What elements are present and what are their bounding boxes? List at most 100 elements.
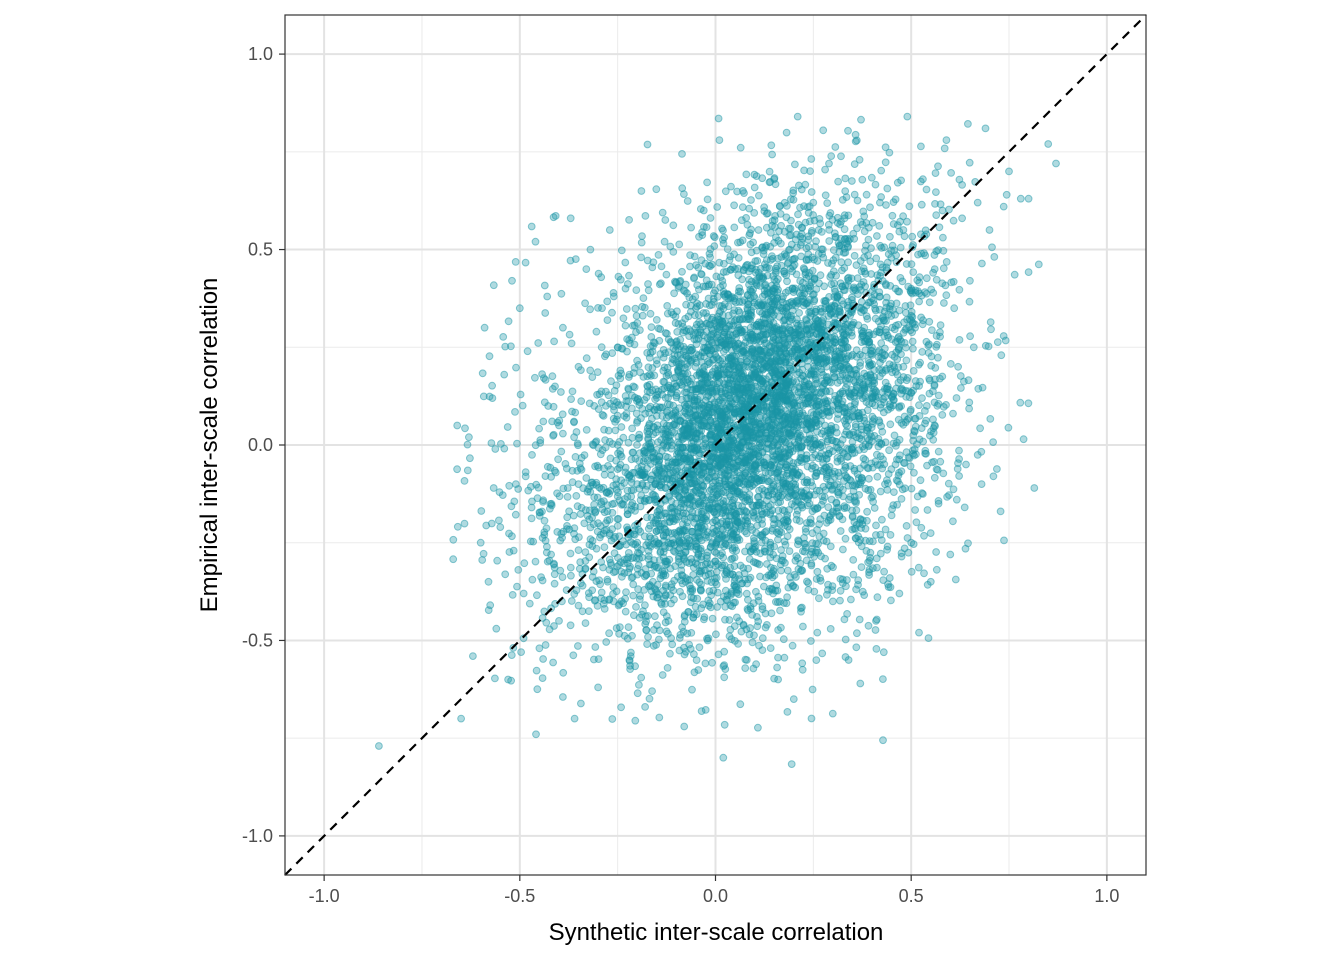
scatter-point <box>611 550 618 557</box>
scatter-point <box>560 669 567 676</box>
scatter-point <box>959 215 966 222</box>
scatter-point <box>546 626 553 633</box>
scatter-point <box>777 607 784 614</box>
scatter-point <box>868 271 875 278</box>
scatter-point <box>705 635 712 642</box>
scatter-point <box>613 457 620 464</box>
scatter-point <box>513 364 520 371</box>
scatter-point <box>589 374 596 381</box>
scatter-point <box>748 197 755 204</box>
scatter-point <box>940 265 947 272</box>
scatter-point <box>759 635 766 642</box>
scatter-point <box>656 337 663 344</box>
scatter-point <box>741 190 748 197</box>
scatter-point <box>609 350 616 357</box>
scatter-point <box>869 219 876 226</box>
data-points <box>376 113 1060 767</box>
scatter-point <box>636 458 643 465</box>
scatter-point <box>700 412 707 419</box>
scatter-point <box>951 305 958 312</box>
scatter-point <box>567 215 574 222</box>
scatter-point <box>516 305 523 312</box>
scatter-point <box>842 188 849 195</box>
scatter-point <box>668 505 675 512</box>
scatter-point <box>799 660 806 667</box>
scatter-point <box>651 557 658 564</box>
scatter-point <box>591 507 598 514</box>
scatter-point <box>656 714 663 721</box>
scatter-point <box>925 635 932 642</box>
scatter-point <box>518 649 525 656</box>
scatter-point <box>598 589 605 596</box>
scatter-point <box>793 271 800 278</box>
scatter-point <box>827 210 834 217</box>
scatter-point <box>886 575 893 582</box>
scatter-point <box>775 627 782 634</box>
scatter-point <box>733 334 740 341</box>
scatter-point <box>752 560 759 567</box>
scatter-point <box>617 448 624 455</box>
scatter-point <box>839 283 846 290</box>
scatter-point <box>647 310 654 317</box>
scatter-point <box>785 584 792 591</box>
scatter-point <box>730 503 737 510</box>
scatter-point <box>894 456 901 463</box>
scatter-point <box>767 645 774 652</box>
scatter-point <box>916 298 923 305</box>
scatter-point <box>603 639 610 646</box>
scatter-point <box>549 373 556 380</box>
scatter-point <box>912 507 919 514</box>
scatter-point <box>884 487 891 494</box>
scatter-point <box>963 461 970 468</box>
scatter-point <box>797 568 804 575</box>
scatter-point <box>555 456 562 463</box>
scatter-point <box>1000 203 1007 210</box>
scatter-point <box>644 257 651 264</box>
scatter-point <box>817 577 824 584</box>
scatter-point <box>727 253 734 260</box>
scatter-point <box>485 578 492 585</box>
scatter-point <box>646 695 653 702</box>
scatter-point <box>1035 261 1042 268</box>
scatter-point <box>622 464 629 471</box>
scatter-point <box>923 275 930 282</box>
scatter-point <box>927 530 934 537</box>
scatter-point <box>966 399 973 406</box>
scatter-point <box>896 288 903 295</box>
scatter-point <box>909 233 916 240</box>
scatter-point <box>998 352 1005 359</box>
scatter-point <box>751 632 758 639</box>
scatter-point <box>609 716 616 723</box>
scatter-point <box>596 391 603 398</box>
scatter-point <box>830 564 837 571</box>
scatter-point <box>701 616 708 623</box>
scatter-point <box>798 443 805 450</box>
scatter-point <box>902 485 909 492</box>
scatter-point <box>848 596 855 603</box>
scatter-point <box>808 230 815 237</box>
scatter-point <box>816 521 823 528</box>
scatter-point <box>721 674 728 681</box>
scatter-point <box>755 724 762 731</box>
scatter-point <box>917 477 924 484</box>
scatter-point <box>833 429 840 436</box>
scatter-point <box>578 398 585 405</box>
scatter-point <box>593 545 600 552</box>
scatter-point <box>704 560 711 567</box>
scatter-point <box>787 225 794 232</box>
scatter-point <box>570 652 577 659</box>
scatter-point <box>698 271 705 278</box>
scatter-point <box>609 309 616 316</box>
scatter-point <box>883 304 890 311</box>
scatter-point <box>676 441 683 448</box>
scatter-point <box>866 475 873 482</box>
scatter-point <box>644 141 651 148</box>
scatter-point <box>760 251 767 258</box>
scatter-point <box>756 642 763 649</box>
scatter-point <box>861 213 868 220</box>
scatter-point <box>655 325 662 332</box>
scatter-point <box>898 553 905 560</box>
scatter-point <box>908 485 915 492</box>
scatter-point <box>830 366 837 373</box>
scatter-point <box>832 144 839 151</box>
